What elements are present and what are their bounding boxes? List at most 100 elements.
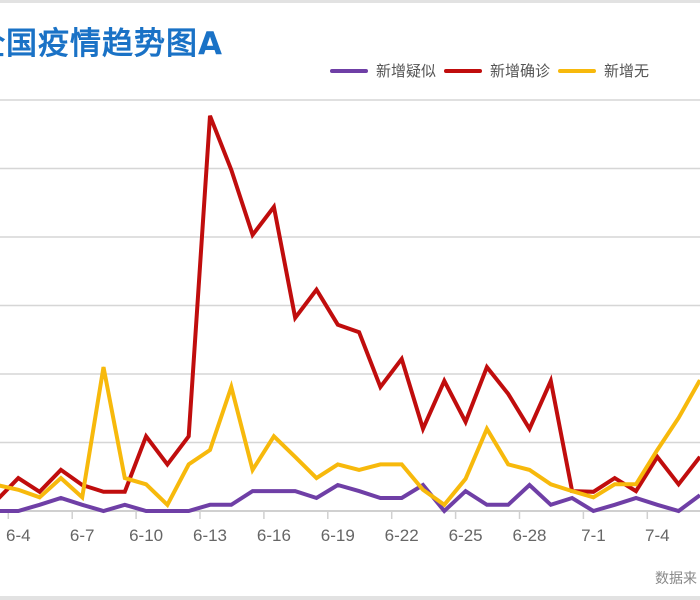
data-point [17, 477, 19, 479]
data-point [401, 463, 403, 465]
data-point [17, 489, 19, 491]
data-point [358, 469, 360, 471]
data-point [592, 496, 594, 498]
data-point [124, 491, 126, 493]
data-point [124, 477, 126, 479]
data-point [294, 317, 296, 319]
data-point [678, 510, 680, 512]
data-point [316, 477, 317, 479]
data-point [550, 483, 552, 485]
x-tick-label: 6-4 [6, 526, 31, 545]
data-point [379, 497, 381, 499]
data-point [465, 421, 467, 423]
x-tick-label: 6-19 [321, 526, 355, 545]
data-point [103, 510, 104, 512]
frame-bottom-border [0, 596, 700, 600]
data-point [273, 490, 275, 492]
data-point [656, 504, 658, 506]
x-tick-label: 6-7 [70, 526, 95, 545]
data-point [443, 504, 445, 506]
x-tick-label: 6-13 [193, 526, 227, 545]
x-tick-label: 6-25 [449, 526, 483, 545]
data-point [507, 463, 509, 465]
data-point [209, 115, 211, 117]
data-point [486, 504, 488, 506]
data-point [188, 463, 190, 465]
data-point [294, 490, 296, 492]
data-point [209, 504, 211, 506]
data-point [188, 435, 190, 437]
data-point [592, 510, 594, 512]
data-point [166, 510, 168, 512]
data-point [230, 386, 232, 388]
data-point [656, 456, 658, 458]
data-point [124, 504, 126, 506]
data-point [550, 380, 552, 382]
x-tick-label: 7-4 [645, 526, 670, 545]
data-point [337, 463, 339, 465]
legend-swatch [330, 68, 368, 73]
legend-label: 新增确诊 [490, 62, 551, 80]
data-point [635, 483, 637, 485]
x-tick-label: 6-28 [512, 526, 546, 545]
data-point [103, 366, 104, 368]
data-point [358, 490, 360, 492]
legend-item-asymptomatic: 新增无 [558, 60, 649, 81]
data-point [507, 504, 509, 506]
data-point [529, 484, 530, 486]
data-point [422, 428, 424, 430]
data-point [571, 497, 573, 499]
legend-swatch [558, 68, 597, 73]
data-point [358, 331, 360, 333]
data-point [60, 469, 62, 471]
data-point [443, 380, 445, 382]
legend-label: 新增疑似 [376, 62, 437, 80]
data-point [39, 491, 41, 493]
data-point [17, 510, 19, 512]
data-point [252, 234, 254, 236]
data-point [635, 490, 637, 492]
data-point [465, 490, 467, 492]
data-point [550, 504, 552, 506]
data-point [145, 435, 147, 437]
x-tick-label: 6-10 [129, 526, 163, 545]
data-point [614, 504, 616, 506]
series-line-1 [0, 115, 700, 500]
data-point [60, 497, 62, 499]
data-point [422, 489, 424, 491]
data-point [571, 490, 573, 492]
data-point [592, 491, 594, 493]
data-point [678, 417, 680, 419]
series-line-0 [0, 482, 700, 514]
series-line-2 [0, 366, 700, 509]
data-point [422, 484, 424, 486]
chart-title: 全国疫情趋势图A [0, 26, 223, 62]
legend-item-confirmed: 新增确诊 [444, 60, 550, 81]
x-tick-label: 7-1 [581, 526, 606, 545]
data-point [614, 477, 616, 479]
data-point [614, 483, 616, 485]
data-point [316, 289, 317, 291]
data-point [379, 386, 381, 388]
source-note: 数据来 [655, 571, 697, 587]
data-point [656, 449, 658, 451]
data-point [486, 428, 488, 430]
data-point [678, 483, 680, 485]
data-point [81, 496, 83, 498]
data-point [401, 358, 403, 360]
data-point [145, 510, 147, 512]
data-point [379, 463, 381, 465]
data-point [443, 510, 445, 512]
data-point [294, 456, 296, 458]
data-point [529, 428, 530, 430]
legend: 新增疑似 新增确诊 新增无 [330, 60, 657, 81]
data-point [507, 393, 509, 395]
data-point [230, 169, 232, 171]
data-point [273, 206, 275, 208]
data-point [252, 469, 254, 471]
data-point [188, 510, 190, 512]
data-point [486, 366, 488, 368]
data-point [401, 497, 403, 499]
data-point [209, 449, 211, 451]
legend-label: 新增无 [604, 62, 650, 80]
